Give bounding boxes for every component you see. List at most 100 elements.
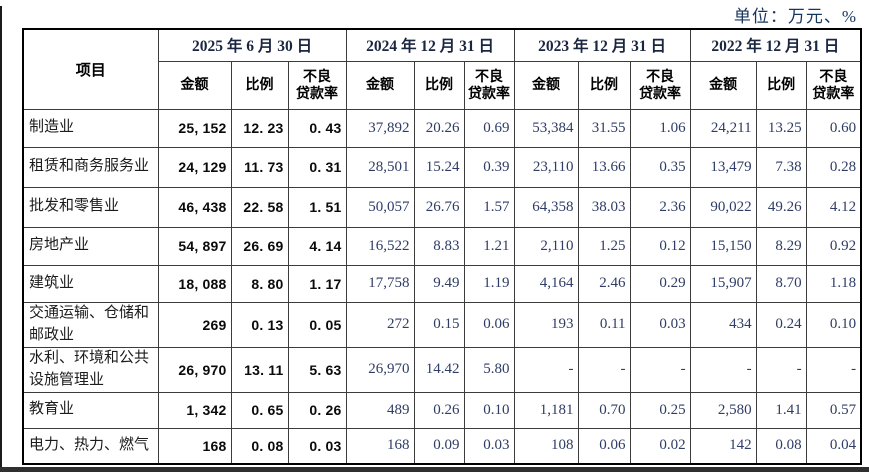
cell-amount: 142 (689, 427, 757, 465)
cell-amount: 15,907 (689, 264, 757, 303)
cell-ratio: 13.66 (577, 146, 631, 188)
period-header-2023: 2023 年 12 月 31 日 (513, 28, 691, 62)
cell-amount: 272 (345, 301, 415, 348)
cell-npl: 0. 31 (287, 146, 347, 188)
cell-amount: 168 (157, 427, 232, 465)
cell-npl: - (629, 346, 691, 393)
cell-ratio: 0.15 (413, 301, 465, 348)
cell-amount: 54, 897 (157, 226, 232, 266)
cell-ratio: 9.49 (413, 264, 465, 303)
cell-amount: 18, 088 (157, 264, 232, 303)
period-header-row: 项目 2025 年 6 月 30 日 2024 年 12 月 31 日 2023… (22, 28, 862, 110)
cell-amount: 46, 438 (157, 186, 232, 228)
cell-amount: 108 (513, 427, 579, 465)
period-header-2022: 2022 年 12 月 31 日 (689, 28, 862, 62)
table-row-manufacturing: 制造业 25, 152 12. 23 0. 43 37,892 20.26 0.… (22, 108, 862, 148)
cell-amount: 17,758 (345, 264, 415, 303)
cell-npl: 0.25 (629, 391, 691, 429)
cell-ratio: 12. 23 (230, 108, 289, 148)
row-label: 建筑业 (22, 264, 159, 303)
industry-loan-table: 项目 2025 年 6 月 30 日 2024 年 12 月 31 日 2023… (22, 28, 863, 465)
table-row-leasing: 租赁和商务服务业 24, 129 11. 73 0. 31 28,501 15.… (22, 146, 862, 188)
cell-npl: 1. 51 (287, 186, 347, 228)
cell-npl: 0.02 (629, 427, 691, 465)
cell-ratio: 26.76 (413, 186, 465, 228)
table-row-power-heat-gas: 电力、热力、燃气 168 0. 08 0. 03 168 0.09 0.03 1… (22, 427, 862, 465)
unit-label: 单位：万元、% (733, 7, 857, 26)
col-header-npl-2025: 不良 贷款率 (287, 60, 347, 110)
col-header-amount-2023: 金额 (513, 60, 579, 110)
cell-ratio: 8. 80 (230, 264, 289, 303)
cell-ratio: 0.11 (577, 301, 631, 348)
sub-header-row: 金额 比例 不良 贷款率 金额 比例 不良 贷款率 金额 比例 不良 贷款率 金… (23, 60, 862, 110)
cell-amount: 193 (513, 301, 579, 348)
cell-npl: 0. 05 (287, 301, 347, 348)
cell-npl: 0.10 (805, 301, 862, 348)
cell-ratio: 0. 65 (230, 391, 289, 429)
table-row-real-estate: 房地产业 54, 897 26. 69 4. 14 16,522 8.83 1.… (22, 226, 862, 266)
cell-ratio: 14.42 (413, 346, 465, 393)
col-header-npl-2024: 不良 贷款率 (463, 60, 515, 110)
cell-npl: 0. 03 (287, 427, 347, 465)
cell-ratio: 26. 69 (230, 226, 289, 266)
cell-npl: 0.39 (463, 146, 515, 188)
item-column-header: 项目 (22, 28, 159, 110)
col-header-ratio-2022: 比例 (755, 60, 807, 110)
cell-ratio: 0.26 (413, 391, 465, 429)
table-row-construction: 建筑业 18, 088 8. 80 1. 17 17,758 9.49 1.19… (22, 264, 862, 303)
cell-ratio: 7.38 (755, 146, 807, 188)
cell-ratio: 11. 73 (230, 146, 289, 188)
cell-amount: 25, 152 (157, 108, 232, 148)
cell-npl: 0.28 (805, 146, 862, 188)
cell-ratio: 31.55 (577, 108, 631, 148)
cell-amount: 64,358 (513, 186, 579, 228)
cell-amount: 269 (157, 301, 232, 348)
cell-npl: 4. 14 (287, 226, 347, 266)
cell-amount: - (513, 346, 579, 393)
cell-npl: 0.92 (805, 226, 862, 266)
cell-amount: 2,110 (513, 226, 579, 266)
period-header-2025: 2025 年 6 月 30 日 (157, 28, 347, 62)
cell-ratio: 13. 11 (230, 346, 289, 393)
table-row-transport-postal: 交通运输、仓储和 邮政业 269 0. 13 0. 05 272 0.15 0.… (22, 301, 862, 348)
table-row-education: 教育业 1, 342 0. 65 0. 26 489 0.26 0.10 1,1… (22, 391, 862, 429)
cell-npl: 1.19 (463, 264, 515, 303)
cell-npl: 0.29 (629, 264, 691, 303)
cell-npl: 0.04 (805, 427, 862, 465)
cell-ratio: 1.25 (577, 226, 631, 266)
cell-npl: - (805, 346, 862, 393)
cell-amount: 1,181 (513, 391, 579, 429)
cell-amount: 2,580 (689, 391, 757, 429)
cell-amount: 37,892 (345, 108, 415, 148)
cell-amount: 90,022 (689, 186, 757, 228)
cell-npl: 1.18 (805, 264, 862, 303)
cell-ratio: 15.24 (413, 146, 465, 188)
col-header-amount-2022: 金额 (689, 60, 757, 110)
cell-amount: 26, 970 (157, 346, 232, 393)
cell-amount: 28,501 (345, 146, 415, 188)
screenshot-bottom-edge (0, 467, 869, 472)
cell-npl: 4.12 (805, 186, 862, 228)
cell-ratio: 0. 08 (230, 427, 289, 465)
cell-ratio: 0.09 (413, 427, 465, 465)
row-label: 批发和零售业 (22, 186, 159, 228)
cell-ratio: 49.26 (755, 186, 807, 228)
cell-ratio: 38.03 (577, 186, 631, 228)
cell-amount: 489 (345, 391, 415, 429)
cell-npl: 0.35 (629, 146, 691, 188)
row-label: 教育业 (22, 391, 159, 429)
col-header-npl-2022: 不良 贷款率 (805, 60, 862, 110)
cell-amount: - (689, 346, 757, 393)
row-label: 电力、热力、燃气 (22, 427, 159, 465)
cell-amount: 15,150 (689, 226, 757, 266)
cell-ratio: 0.24 (755, 301, 807, 348)
cell-npl: 0.03 (629, 301, 691, 348)
col-header-ratio-2025: 比例 (230, 60, 289, 110)
cell-amount: 53,384 (513, 108, 579, 148)
cell-ratio: - (577, 346, 631, 393)
row-label: 交通运输、仓储和 邮政业 (22, 301, 159, 348)
cell-npl: 5.80 (463, 346, 515, 393)
cell-npl: 0.03 (463, 427, 515, 465)
cell-amount: 13,479 (689, 146, 757, 188)
